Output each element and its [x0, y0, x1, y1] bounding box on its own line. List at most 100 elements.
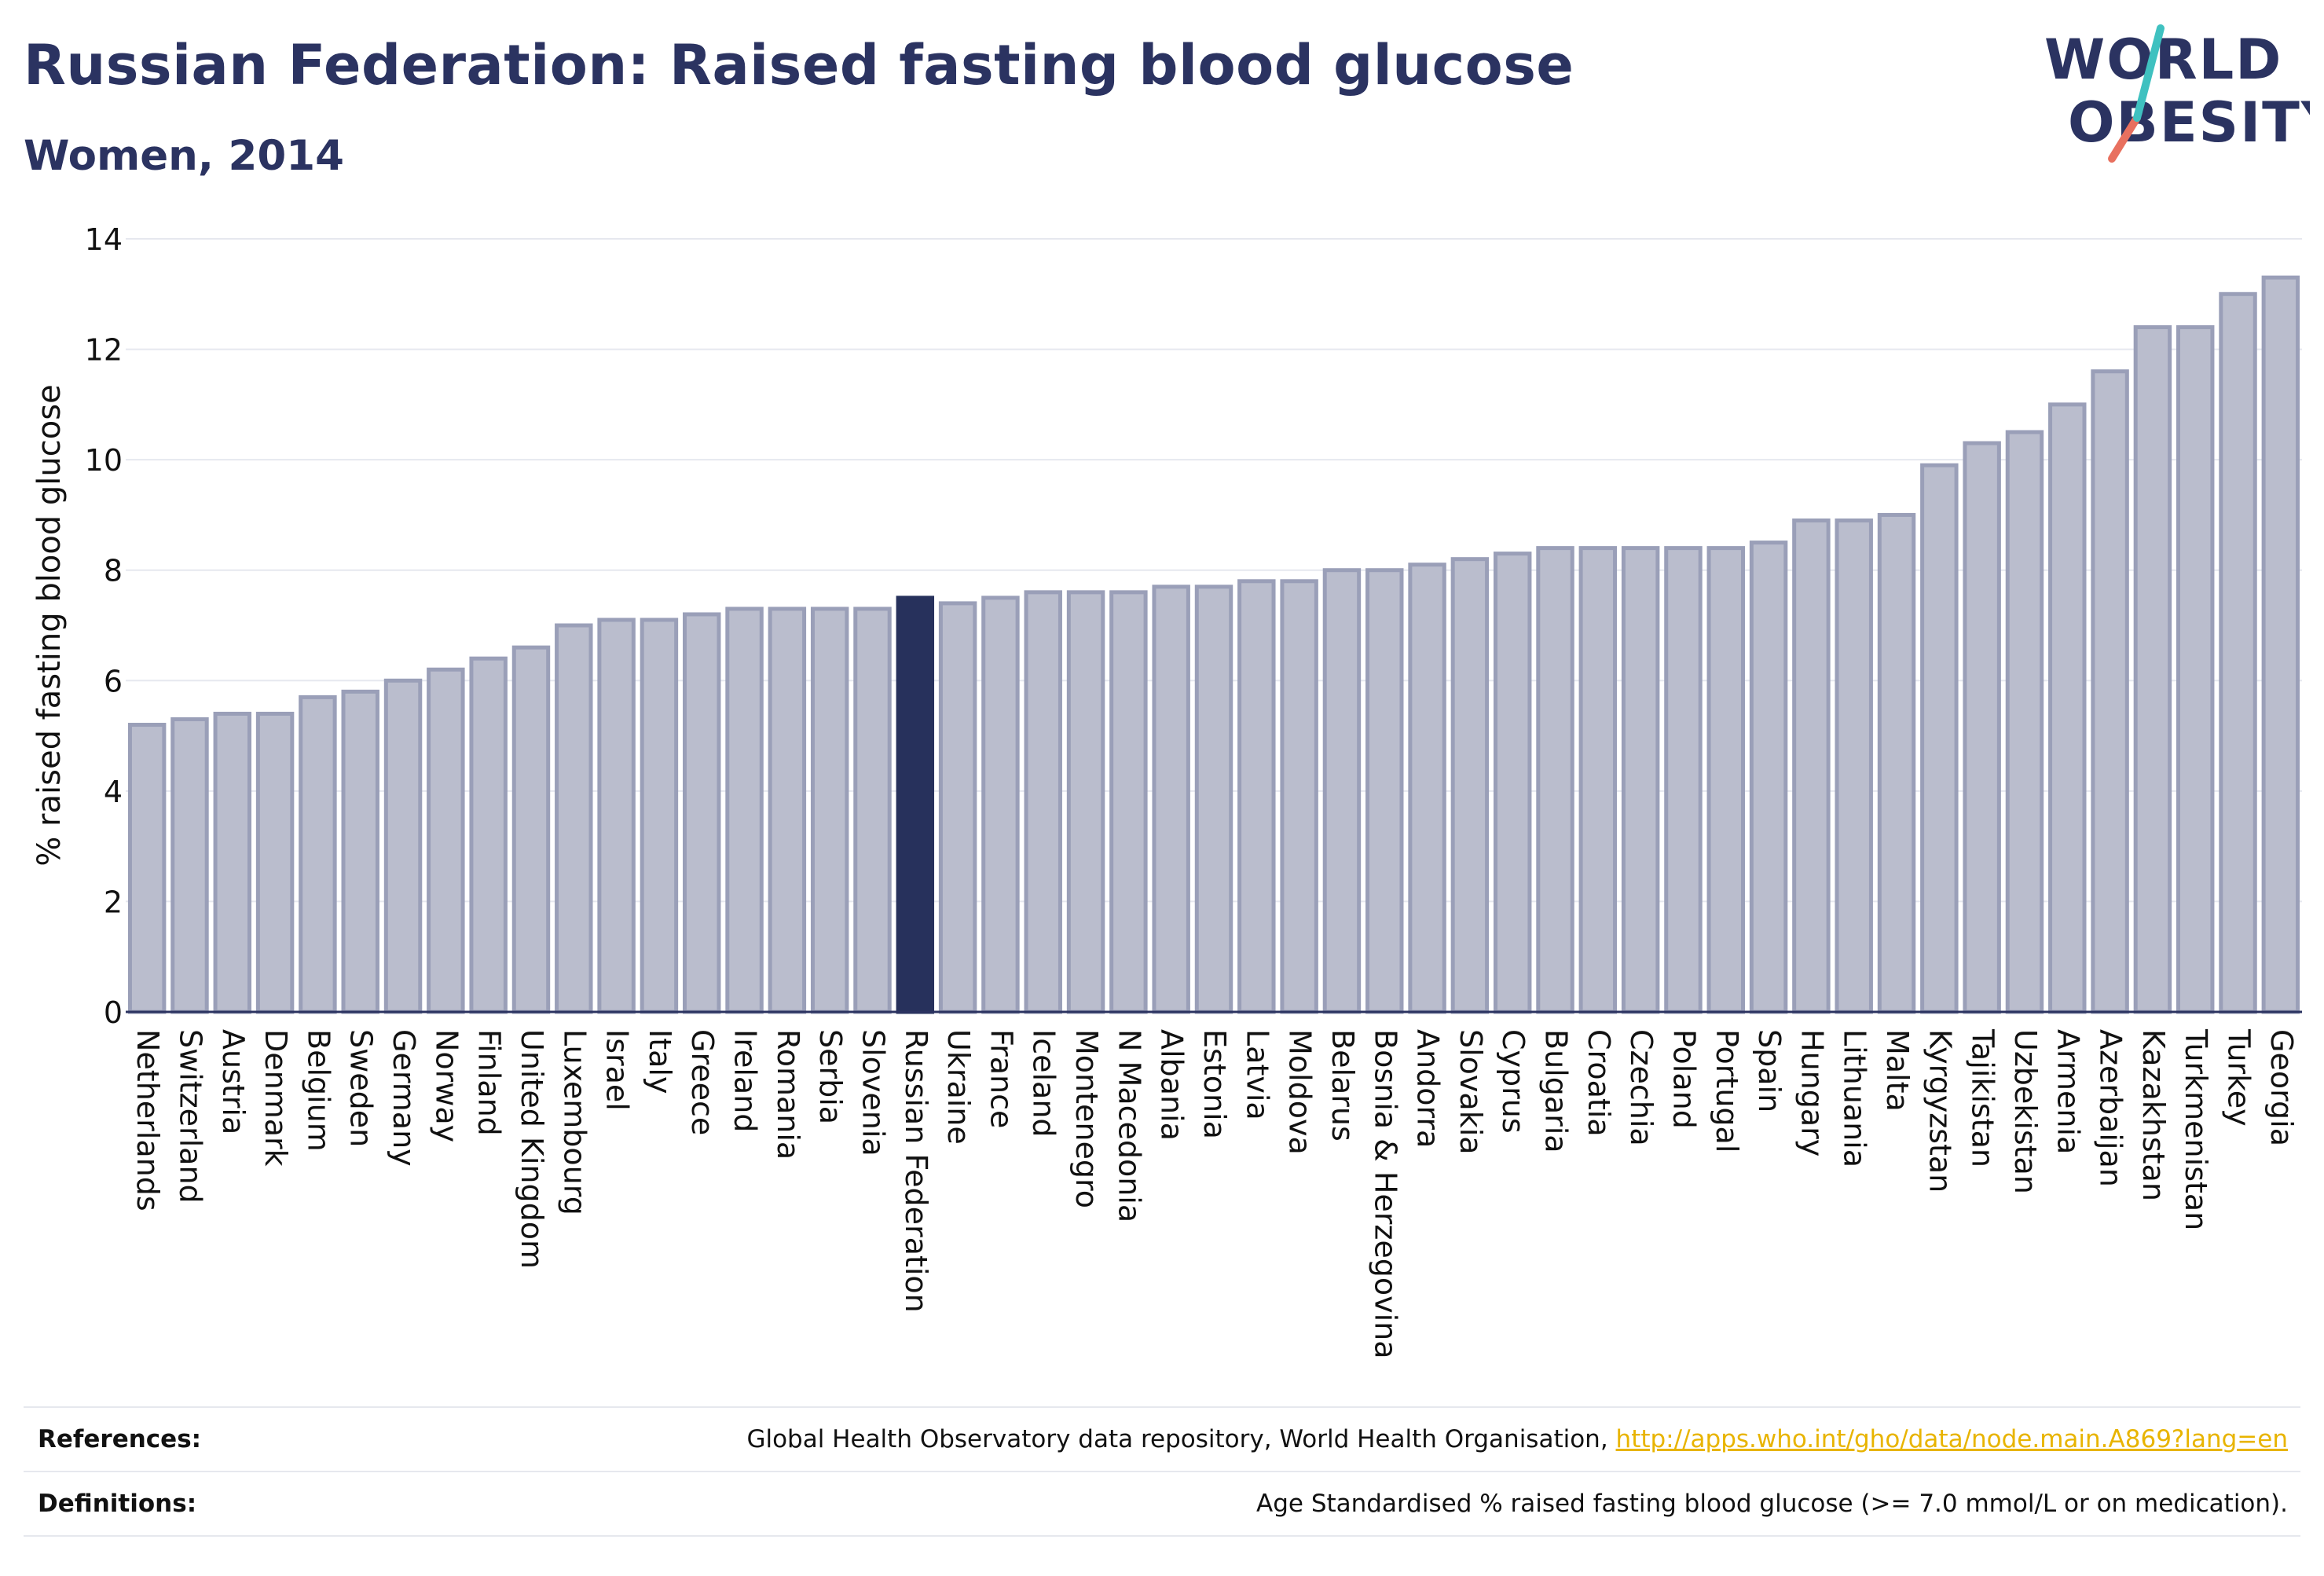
- references-label: References:: [38, 1425, 202, 1453]
- x-tick-label: France: [984, 1029, 1018, 1128]
- bar-portugal: [1706, 546, 1745, 1014]
- bar-montenegro: [1066, 590, 1105, 1014]
- x-tick-label: Belarus: [1325, 1029, 1360, 1142]
- bar-netherlands: [127, 723, 167, 1014]
- bar-croatia: [1578, 546, 1618, 1014]
- bar-romania: [768, 607, 807, 1014]
- x-tick-label: Kyrgyzstan: [1923, 1029, 1957, 1193]
- bar-austria: [213, 711, 252, 1014]
- bar-ukraine: [938, 601, 977, 1014]
- x-tick-label: Germany: [387, 1029, 421, 1167]
- bar-bosnia-herzegovina: [1365, 568, 1404, 1014]
- y-tick-label: 6: [104, 664, 123, 698]
- x-tick-label: Azerbaijan: [2094, 1029, 2128, 1187]
- bar-moldova: [1280, 579, 1318, 1014]
- x-tick-label: Iceland: [1027, 1029, 1061, 1138]
- y-tick-label: 14: [85, 222, 123, 257]
- x-tick-label: Greece: [685, 1029, 720, 1135]
- x-tick-label: Armenia: [2051, 1029, 2085, 1154]
- bar-israel: [597, 618, 636, 1014]
- y-tick-label: 0: [104, 995, 123, 1030]
- bar-poland: [1664, 546, 1703, 1014]
- x-tick-label: Czechia: [1624, 1029, 1659, 1146]
- x-tick-label: Ukraine: [941, 1029, 976, 1145]
- bar-tajikistan: [1963, 441, 2001, 1014]
- bar-norway: [427, 667, 465, 1014]
- x-tick-label: Serbia: [813, 1029, 848, 1124]
- bar-belgium: [299, 695, 337, 1014]
- bar-switzerland: [170, 717, 209, 1014]
- x-tick-label: Slovakia: [1453, 1029, 1488, 1155]
- definitions-value: Age Standardised % raised fasting blood …: [1256, 1490, 2288, 1518]
- x-tick-label: Denmark: [258, 1029, 293, 1167]
- logo-text-world: WORLD: [2044, 27, 2282, 92]
- x-tick-label: Montenegro: [1069, 1029, 1104, 1208]
- x-tick-label: Uzbekistan: [2008, 1029, 2043, 1194]
- bar-united-kingdom: [511, 645, 551, 1014]
- bar-cyprus: [1493, 552, 1532, 1014]
- x-tick-label: Kazakhstan: [2136, 1029, 2171, 1201]
- bar-azerbaijan: [2091, 369, 2129, 1014]
- bar-uzbekistan: [2005, 430, 2044, 1014]
- bar-iceland: [1024, 590, 1062, 1014]
- x-tick-label: Luxembourg: [557, 1029, 592, 1215]
- x-tick-label: Netherlands: [130, 1029, 165, 1211]
- bar-germany: [383, 678, 423, 1014]
- bar-armenia: [2048, 402, 2087, 1014]
- x-tick-label: Bulgaria: [1539, 1029, 1574, 1153]
- references-text: Global Health Observatory data repositor…: [746, 1425, 1616, 1453]
- x-tick-label: Italy: [643, 1029, 677, 1094]
- x-tick-label: Latvia: [1240, 1029, 1274, 1120]
- definitions-row: Definitions: Age Standardised % raised f…: [24, 1471, 2300, 1537]
- x-tick-label: Finland: [472, 1029, 507, 1136]
- x-tick-label: Cyprus: [1496, 1029, 1530, 1134]
- bar-france: [981, 596, 1020, 1014]
- logo-slash-red: [2108, 114, 2141, 163]
- x-tick-labels: Netherlands Switzerland Austria Denmark Belg…: [130, 1028, 2299, 1359]
- x-tick-label: N Macedonia: [1112, 1029, 1146, 1222]
- x-tick-label: Hungary: [1794, 1029, 1829, 1156]
- bar-russian-federation: [896, 596, 935, 1014]
- bar-luxembourg: [555, 623, 593, 1014]
- bar-hungary: [1792, 518, 1831, 1014]
- bar-ireland: [725, 607, 764, 1014]
- x-tick-label: Romania: [771, 1029, 805, 1160]
- x-tick-label: Croatia: [1582, 1029, 1616, 1137]
- bar-bulgaria: [1536, 546, 1574, 1014]
- y-tick-label: 8: [104, 554, 123, 588]
- x-tick-label: Poland: [1666, 1029, 1701, 1129]
- references-link[interactable]: http://apps.who.int/gho/data/node.main.A…: [1615, 1425, 2288, 1453]
- bar-turkmenistan: [2176, 324, 2215, 1014]
- bar-estonia: [1194, 585, 1233, 1014]
- bar-italy: [640, 618, 679, 1014]
- footer-bottom-rule: [24, 1535, 2300, 1537]
- references-row: References: Global Health Observatory da…: [24, 1406, 2300, 1472]
- bar-belarus: [1322, 568, 1362, 1014]
- bar-czechia: [1621, 546, 1660, 1014]
- x-tick-label: Bosnia & Herzegovina: [1368, 1029, 1402, 1359]
- bar-n-macedonia: [1109, 590, 1148, 1014]
- bars: [127, 275, 2300, 1014]
- bar-kyrgyzstan: [1920, 463, 1959, 1014]
- x-tick-label: Norway: [429, 1029, 464, 1142]
- x-tick-label: Malta: [1880, 1029, 1915, 1112]
- y-axis-label: % raised fasting blood glucose: [31, 384, 68, 866]
- x-tick-label: Russian Federation: [899, 1029, 933, 1313]
- y-tick-label: 2: [104, 885, 123, 919]
- x-tick-label: Andorra: [1411, 1029, 1446, 1148]
- bar-lithuania: [1835, 518, 1873, 1014]
- x-tick-label: Turkey: [2222, 1028, 2256, 1127]
- page-title: Russian Federation: Raised fasting blood…: [24, 33, 1574, 97]
- logo-text-obesity: OBESITY: [2068, 90, 2310, 155]
- x-tick-label: Switzerland: [173, 1029, 207, 1204]
- definitions-label: Definitions:: [38, 1490, 197, 1518]
- bar-finland: [469, 656, 508, 1014]
- bar-kazakhstan: [2133, 324, 2172, 1014]
- bar-albania: [1152, 585, 1190, 1014]
- bar-greece: [683, 612, 721, 1014]
- references-value: Global Health Observatory data repositor…: [746, 1425, 2288, 1453]
- bar-slovakia: [1450, 557, 1490, 1014]
- x-tick-label: Ireland: [728, 1029, 763, 1132]
- x-tick-label: Israel: [600, 1029, 635, 1111]
- x-tick-label: Portugal: [1710, 1029, 1744, 1153]
